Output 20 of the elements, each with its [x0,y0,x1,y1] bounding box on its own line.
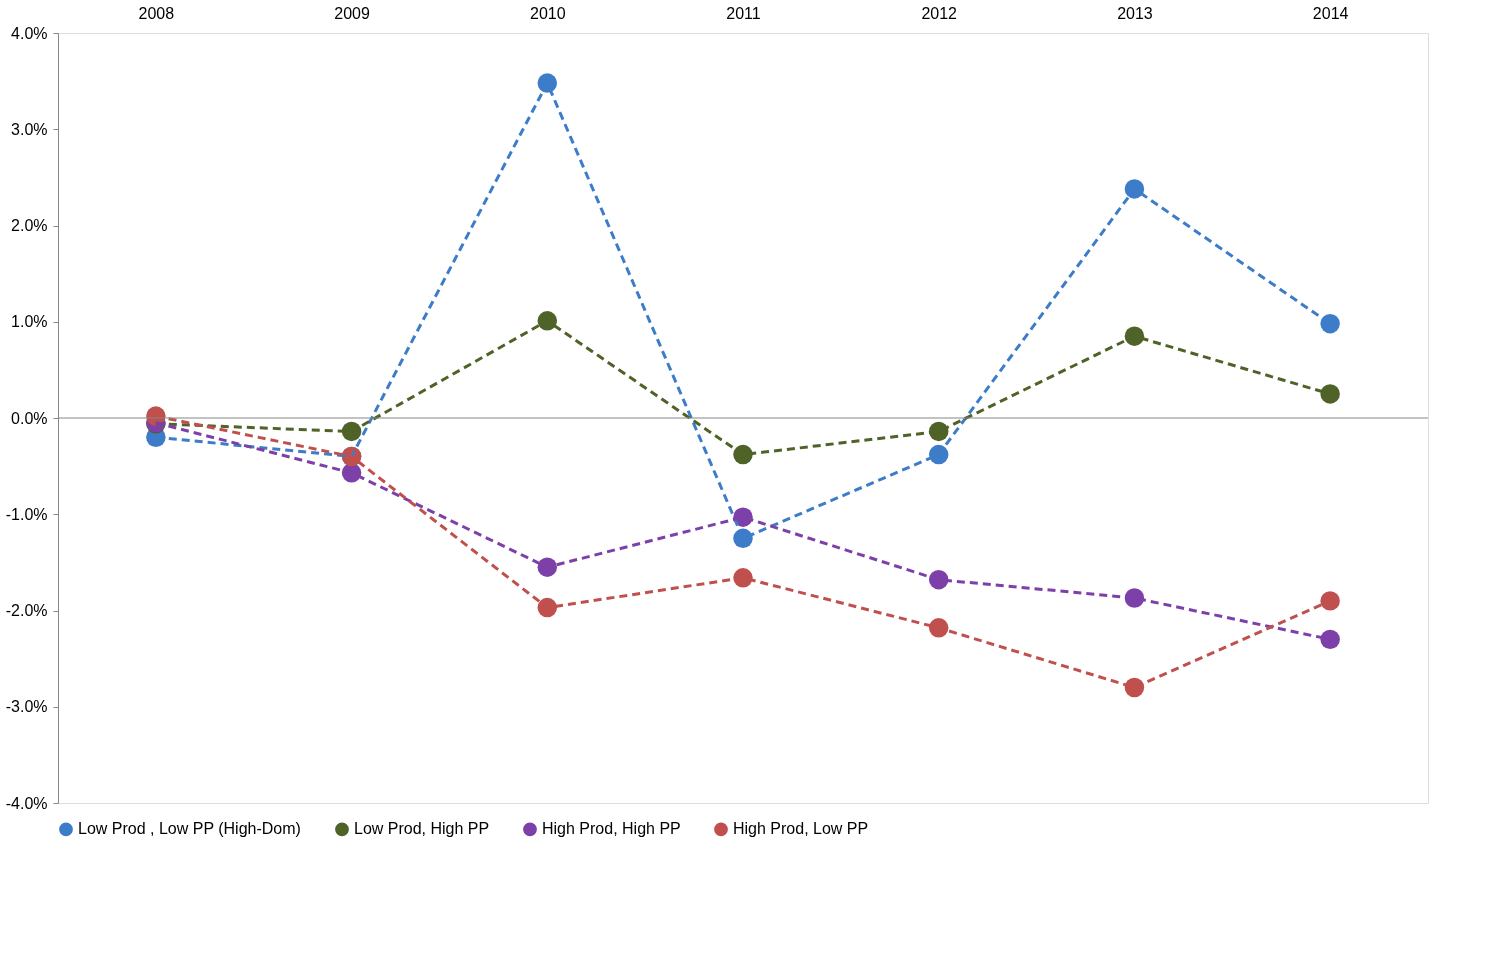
y-tick-label: -3.0% [5,698,48,716]
x-tick-label: 2014 [1312,4,1349,22]
y-tick-label: -1.0% [5,505,48,523]
legend-label: High Prod, High PP [542,820,681,838]
x-tick-label: 2009 [334,4,370,22]
y-tick-label: 4.0% [11,24,48,42]
x-tick-label: 2013 [1117,4,1153,22]
legend-label: Low Prod , Low PP (High-Dom) [78,820,301,838]
y-tick-label: 1.0% [11,313,48,331]
x-tick-label: 2010 [529,4,566,22]
legend-label: Low Prod, High PP [354,820,490,838]
y-tick-label: 0.0% [11,409,48,427]
x-tick-label: 2011 [726,4,761,22]
y-tick-label: 3.0% [11,120,48,138]
x-tick-label: 2008 [138,4,175,22]
y-tick-label: 2.0% [11,217,48,234]
y-tick-label: -2.0% [5,602,48,619]
y-tick-label: -4.0% [5,794,48,812]
x-tick-label: 2012 [921,4,958,22]
legend-label: High Prod, Low PP [733,820,869,838]
